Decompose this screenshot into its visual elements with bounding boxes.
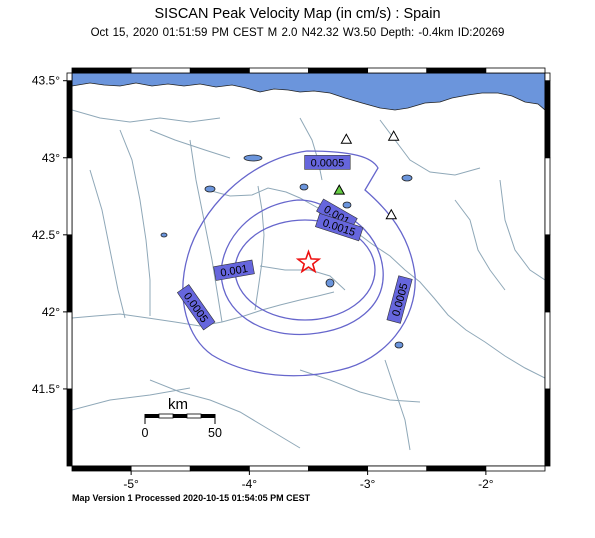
latitude-labels: 43.5° 43° 42.5° 42° 41.5° — [32, 74, 67, 396]
event-details: Oct 15, 2020 01:51:59 PM CEST M 2.0 N42.… — [90, 27, 505, 39]
lon-tick-label: -4° — [242, 477, 258, 491]
scale-bar-max: 50 — [208, 426, 222, 440]
lat-tick-label: 43.5° — [32, 74, 60, 88]
svg-text:0.001: 0.001 — [220, 263, 249, 280]
lon-tick-label: -5° — [123, 477, 139, 491]
epicenter-icon[interactable] — [295, 249, 322, 274]
lon-tick-label: -2° — [478, 477, 494, 491]
river-jalon — [299, 369, 421, 403]
seismic-stations — [333, 130, 400, 220]
river-esla — [119, 129, 151, 316]
station-triangle-icon[interactable] — [333, 184, 346, 195]
lat-tick-label: 41.5° — [32, 382, 60, 396]
reservoir-1 — [204, 185, 216, 193]
river-orbigo — [89, 169, 126, 319]
contour-label: 0.0005 — [304, 155, 351, 170]
scale-bar-min: 0 — [142, 426, 149, 440]
river-arlanza — [259, 265, 346, 291]
river-south-2 — [72, 387, 191, 411]
river-south-3 — [384, 359, 411, 451]
contour-0.0005 — [182, 150, 416, 377]
scale-bar: km 0 50 — [142, 396, 222, 440]
longitude-labels: -5° -4° -3° -2° — [123, 471, 494, 491]
reservoir-6 — [401, 174, 413, 182]
river-north-4 — [299, 117, 323, 181]
map-frame — [66, 67, 551, 472]
contour-label: 0.001 — [213, 259, 255, 281]
lat-tick-label: 42° — [42, 305, 60, 319]
map-version-footer: Map Version 1 Processed 2020-10-15 01:54… — [72, 493, 311, 503]
river-pisuerga — [254, 185, 265, 311]
svg-text:0.0005: 0.0005 — [311, 157, 345, 169]
reservoir-4 — [342, 201, 352, 209]
reservoirs — [160, 154, 413, 349]
river-ebro — [207, 187, 545, 379]
reservoir-ebro — [243, 154, 263, 162]
lat-tick-label: 42.5° — [32, 228, 60, 242]
river-south-1 — [149, 379, 301, 449]
lon-tick-label: -3° — [360, 477, 376, 491]
river-aragon — [454, 199, 506, 291]
scale-bar-title: km — [168, 396, 188, 413]
sea-bay-of-biscay — [72, 73, 545, 111]
station-triangle-icon[interactable] — [387, 130, 400, 141]
reservoir-2 — [299, 183, 309, 191]
contour-0.001 — [220, 199, 384, 336]
reservoir-3 — [325, 278, 335, 288]
river-north-2 — [149, 129, 231, 159]
epicenter-star[interactable] — [295, 249, 322, 274]
river-north-1 — [72, 109, 221, 123]
reservoir-7 — [160, 232, 168, 238]
station-triangle-icon[interactable] — [340, 133, 353, 144]
station-triangle-icon[interactable] — [385, 208, 398, 220]
reservoir-5 — [394, 341, 404, 349]
river-east-1 — [499, 179, 545, 281]
lat-tick-label: 43° — [42, 151, 60, 165]
map-title: SISCAN Peak Velocity Map (in cm/s) : Spa… — [154, 6, 441, 22]
